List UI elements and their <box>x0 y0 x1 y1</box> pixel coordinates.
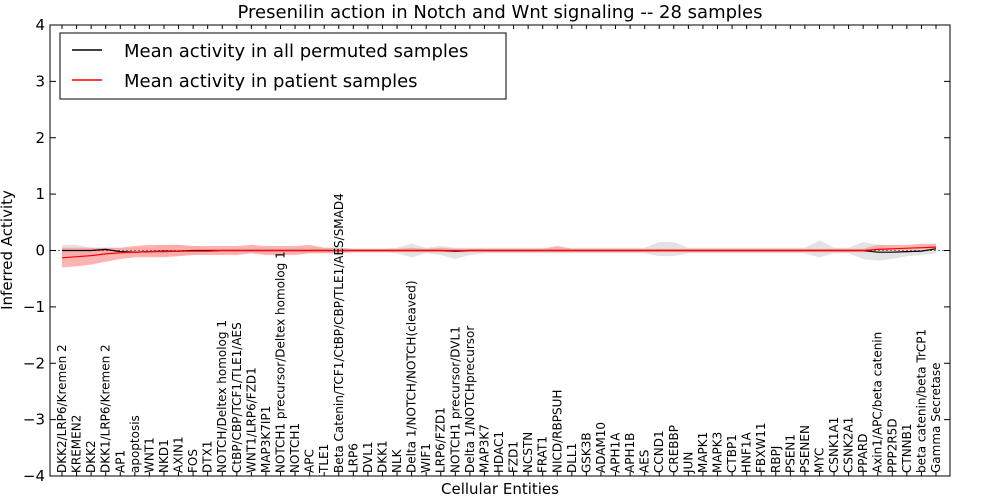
legend-box <box>59 32 507 100</box>
x-tick-label: CTNNB1 <box>900 423 914 473</box>
band-patient <box>62 243 936 268</box>
x-tick-label: AXIN1 <box>172 436 186 473</box>
x-tick-label: MAP3K7 <box>477 424 491 473</box>
legend-label-permuted: Mean activity in all permuted samples <box>124 41 468 62</box>
legend: Mean activity in all permuted samples Me… <box>59 32 507 100</box>
x-tick-label: Delta 1/NOTCHprecursor <box>463 326 477 473</box>
x-tick-label: GSK3B <box>579 432 593 473</box>
x-tick-label: apoptosis <box>128 415 142 473</box>
x-tick-label: WIF1 <box>419 443 433 473</box>
x-tick-label: LRP6/FZD1 <box>434 407 448 473</box>
x-tick-label: NKD1 <box>157 439 171 473</box>
x-tick-label: NOTCH1 precursor/Deltex homolog 1 <box>274 251 288 473</box>
x-tick-label: RBPJ <box>769 446 783 473</box>
y-tick-label: 0 <box>35 242 45 260</box>
x-tick-label: NOTCH1 <box>288 423 302 473</box>
y-tick-label: −4 <box>23 467 45 485</box>
x-tick-label: DKK1/LRP6/Kremen 2 <box>99 344 113 473</box>
x-tick-label: NOTCH1 precursor/DVL1 <box>448 326 462 473</box>
x-tick-label: CTBP1 <box>725 434 739 473</box>
x-tick-label: CSNK1A1 <box>827 417 841 473</box>
x-tick-label: JUN <box>681 452 695 474</box>
x-tick-label: DKK1 <box>375 440 389 473</box>
x-tick-label: KREMEN2 <box>70 415 84 473</box>
x-tick-label: HDAC1 <box>492 431 506 473</box>
x-tick-label: Axin1/APC/beta catenin <box>871 332 885 473</box>
x-tick-label: Delta 1/NOTCH/NOTCH(cleaved) <box>405 280 419 473</box>
x-tick-label: WNT1/LRP6/FZD1 <box>244 367 258 473</box>
x-tick-label: MAP3K7IP1 <box>259 406 273 473</box>
x-tick-label: DKK2/LRP6/Kremen 2 <box>55 344 69 473</box>
x-tick-label: DKK2 <box>84 440 98 473</box>
x-tick-label: APC <box>303 449 317 473</box>
x-tick-label: PPARD <box>856 434 870 474</box>
x-tick-label: MAPK1 <box>696 432 710 473</box>
y-tick-label: 1 <box>35 185 45 203</box>
x-tick-label: NCSTN <box>521 432 535 473</box>
chart-title: Presenilin action in Notch and Wnt signa… <box>238 2 763 23</box>
x-tick-label: AES <box>638 450 652 473</box>
y-tick-label: −2 <box>23 354 45 372</box>
y-tick-label: 2 <box>35 129 45 147</box>
line-patient <box>61 246 937 259</box>
x-tick-label: FOS <box>186 449 200 473</box>
x-tick-label: HNF1A <box>740 431 754 473</box>
x-tick-labels: DKK2/LRP6/Kremen 2 KREMEN2 DKK2 DKK1/LRP6/K… <box>55 25 943 476</box>
y-axis: −4 −3 −2 −1 0 1 2 3 4 <box>23 16 950 485</box>
y-tick-label: −1 <box>23 298 45 316</box>
x-tick-label: LRP6 <box>346 443 360 473</box>
x-tick-label: WNT1 <box>142 437 156 473</box>
y-tick-label: 3 <box>35 72 45 90</box>
x-tick-label: FBXW11 <box>754 423 768 474</box>
x-tick-label: NOTCH/Deltex homolog 1 <box>215 320 229 473</box>
x-tick-label: AP1 <box>113 450 127 473</box>
x-tick-label: Beta Catenin/TCF1/CtBP/CBP/TLE1/AES/SMAD… <box>332 193 346 473</box>
x-tick-label: ADAM10 <box>594 422 608 473</box>
x-tick-label: CSNK2A1 <box>842 417 856 473</box>
x-tick-label: PSENEN <box>798 425 812 473</box>
y-axis-label: Inferred Activity <box>0 190 16 310</box>
x-tick-label: DLL1 <box>565 443 579 473</box>
x-tick-label: NICD/RBPSUH <box>550 390 564 473</box>
x-tick-label: CREBBP <box>667 425 681 473</box>
x-axis-label: Cellular Entities <box>441 480 559 498</box>
x-tick-label: FRAT1 <box>536 436 550 473</box>
series-lines <box>50 246 950 259</box>
x-tick-label: FZD1 <box>507 441 521 473</box>
x-tick-label: NLK <box>390 448 404 473</box>
x-tick-label: APH1A <box>609 432 623 473</box>
x-tick-label: MYC <box>812 448 826 473</box>
x-tick-label: APH1B <box>623 433 637 473</box>
x-tick-label: CtBP/CBP/TCF1/TLE1/AES <box>230 322 244 473</box>
x-tick-label: PPP2R5D <box>885 418 899 473</box>
x-tick-label: MAPK3 <box>711 432 725 473</box>
x-tick-label: Gamma Secretase <box>929 362 943 473</box>
x-tick-label: DTX1 <box>201 441 215 473</box>
legend-label-patient: Mean activity in patient samples <box>124 71 418 92</box>
y-tick-label: 4 <box>35 16 45 34</box>
x-tick-label: DVL1 <box>361 441 375 473</box>
x-tick-label: TLE1 <box>317 444 331 474</box>
x-tick-label: PSEN1 <box>783 434 797 473</box>
y-tick-label: −3 <box>23 411 45 429</box>
x-tick-label: CCND1 <box>652 430 666 473</box>
x-tick-label: beta catenin/beta TrCP1 <box>914 329 928 473</box>
